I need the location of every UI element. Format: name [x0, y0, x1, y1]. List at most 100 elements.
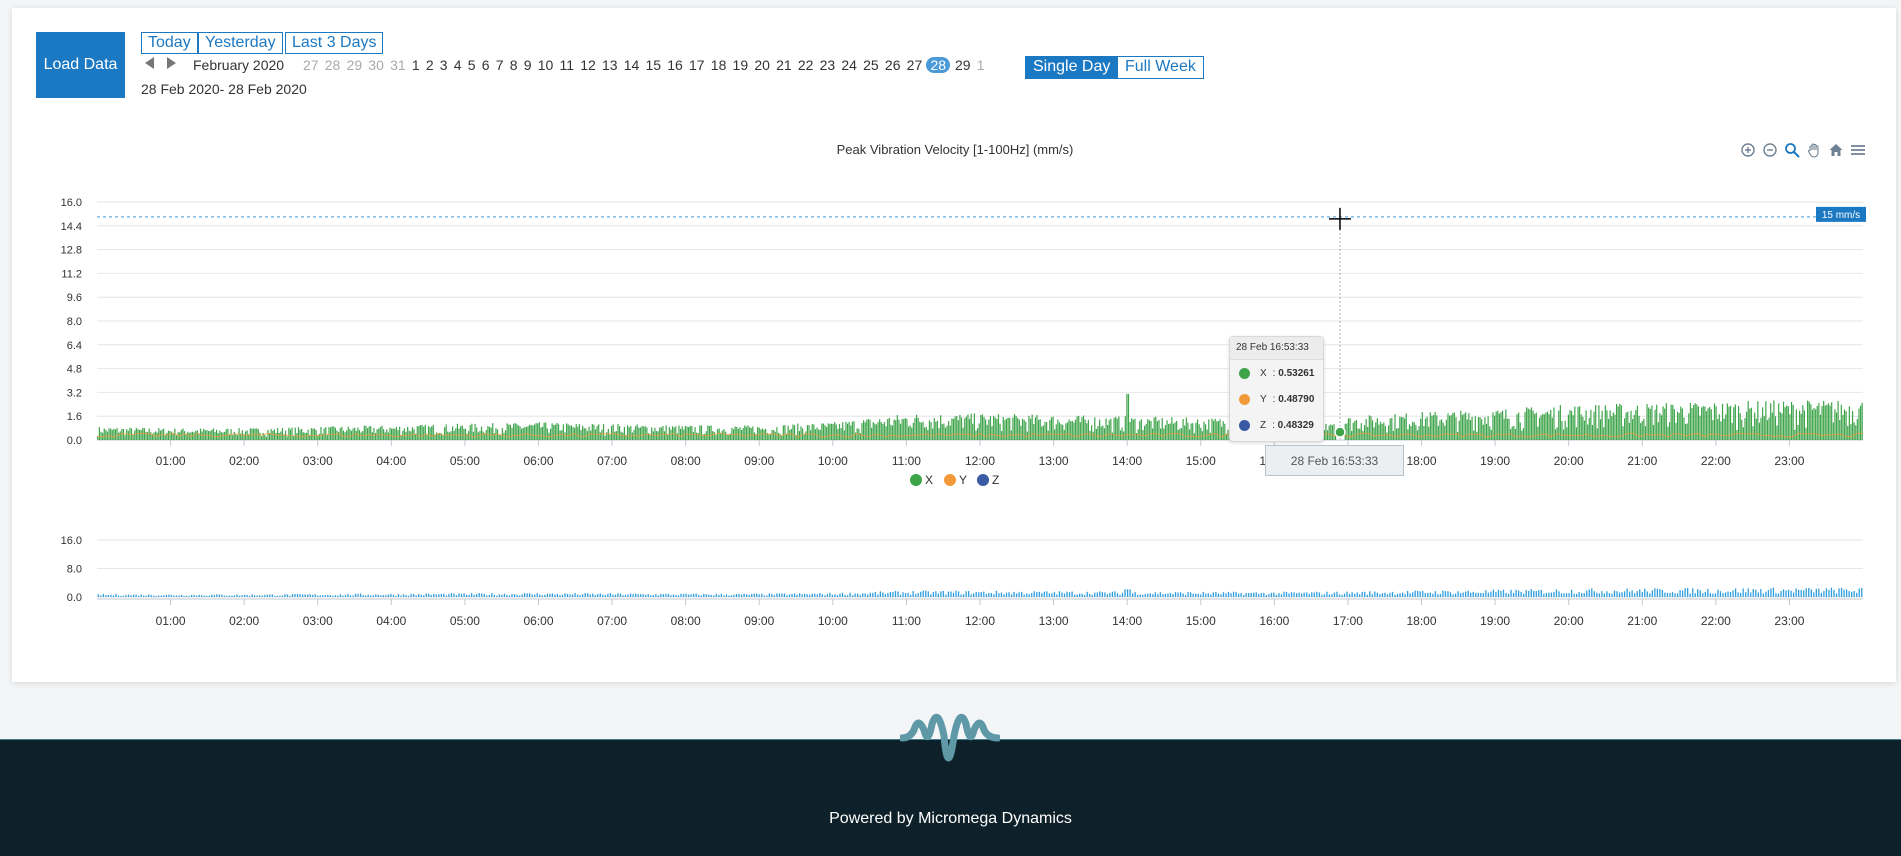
y-tick-label: 14.4: [61, 221, 82, 233]
nav-x-tick-label: 17:00: [1333, 614, 1363, 628]
home-icon[interactable]: [1828, 142, 1844, 158]
zoom-in-icon[interactable]: [1740, 142, 1756, 158]
day-25[interactable]: 25: [863, 57, 879, 73]
nav-x-tick-label: 03:00: [303, 614, 333, 628]
nav-x-tick-label: 19:00: [1480, 614, 1510, 628]
day-11[interactable]: 11: [559, 57, 574, 73]
yesterday-button[interactable]: Yesterday: [198, 32, 283, 54]
nav-x-tick-label: 16:00: [1259, 614, 1289, 628]
vibration-chart[interactable]: 16.0 14.4 12.8 11.2 9.6 8.0 6.4 4.8 3.2 1.6 0.0 01…: [0, 0, 1901, 640]
threshold-label: 15 mm/s: [1822, 210, 1860, 221]
day-8[interactable]: 8: [509, 57, 518, 73]
last-3-days-button[interactable]: Last 3 Days: [285, 32, 384, 54]
chart-legend[interactable]: X Y Z: [910, 473, 999, 487]
x-tick-label: 21:00: [1627, 454, 1657, 468]
series-y-dot-icon: [1239, 393, 1250, 405]
day-27[interactable]: 27: [906, 57, 923, 73]
threshold-line: 15 mm/s: [97, 206, 1866, 222]
day-17[interactable]: 17: [689, 57, 705, 73]
day-prev-31[interactable]: 31: [390, 57, 406, 73]
nav-x-tick-label: 15:00: [1186, 614, 1216, 628]
prev-month-icon[interactable]: [145, 57, 154, 69]
day-prev-29[interactable]: 29: [346, 57, 363, 73]
menu-icon[interactable]: [1850, 142, 1866, 158]
nav-x-tick-label: 02:00: [229, 614, 259, 628]
x-tick-label: 10:00: [818, 454, 848, 468]
load-data-button[interactable]: Load Data: [36, 32, 125, 98]
day-2[interactable]: 2: [425, 57, 434, 73]
x-tick-label: 09:00: [744, 454, 774, 468]
full-week-button[interactable]: Full Week: [1117, 56, 1204, 79]
legend-label-y[interactable]: Y: [959, 473, 967, 487]
tooltip-value-x: 0.53261: [1278, 367, 1315, 379]
tooltip-value-y: 0.48790: [1278, 393, 1315, 405]
day-18[interactable]: 18: [710, 57, 727, 73]
day-7[interactable]: 7: [495, 57, 504, 73]
nav-x-tick-label: 13:00: [1039, 614, 1069, 628]
day-prev-30[interactable]: 30: [368, 57, 384, 73]
x-tick-label: 14:00: [1112, 454, 1142, 468]
y-tick-label: 3.2: [67, 387, 82, 399]
legend-marker-x[interactable]: [910, 474, 922, 486]
x-tick-label: 01:00: [156, 454, 186, 468]
day-19[interactable]: 19: [732, 57, 749, 73]
pan-hand-icon[interactable]: [1806, 142, 1822, 158]
tooltip-title: 28 Feb 16:53:33: [1230, 337, 1323, 360]
x-tick-label: 05:00: [450, 454, 480, 468]
day-20[interactable]: 20: [754, 57, 770, 73]
today-button[interactable]: Today: [141, 32, 198, 54]
day-3[interactable]: 3: [439, 57, 448, 73]
tooltip-row-x: X: 0.53261: [1230, 360, 1323, 386]
x-tick-label: 11:00: [892, 454, 921, 468]
legend-marker-z[interactable]: [977, 474, 989, 486]
y-tick-label: 16.0: [61, 197, 82, 209]
day-6[interactable]: 6: [481, 57, 490, 73]
day-prev-27[interactable]: 27: [303, 57, 319, 73]
y-tick-label: 1.6: [67, 411, 82, 423]
navigator-series[interactable]: [97, 587, 1863, 597]
day-selected-28[interactable]: 28: [926, 57, 951, 73]
day-10[interactable]: 10: [537, 57, 554, 73]
nav-x-tick-label: 14:00: [1112, 614, 1142, 628]
day-13[interactable]: 13: [601, 57, 618, 73]
day-24[interactable]: 24: [841, 57, 857, 73]
tooltip-label-x: X: [1260, 367, 1267, 379]
y-tick-label: 0.0: [67, 435, 82, 447]
day-16[interactable]: 16: [667, 57, 683, 73]
main-gridlines: [97, 201, 1863, 441]
nav-x-tick-label: 10:00: [818, 614, 848, 628]
day-14[interactable]: 14: [623, 57, 640, 73]
y-series-path: [96, 432, 1863, 438]
day-next-1[interactable]: 1: [976, 57, 985, 73]
day-23[interactable]: 23: [819, 57, 836, 73]
day-prev-28[interactable]: 28: [324, 57, 341, 73]
series-y-line: [96, 432, 1863, 438]
nav-x-tick-label: 18:00: [1406, 614, 1436, 628]
x-tick-label: 19:00: [1480, 454, 1510, 468]
day-21[interactable]: 21: [776, 57, 792, 73]
legend-marker-y[interactable]: [944, 474, 956, 486]
x-tick-label: 12:00: [965, 454, 995, 468]
nav-x-tick-label: 12:00: [965, 614, 995, 628]
nav-x-tick-label: 05:00: [450, 614, 480, 628]
day-4[interactable]: 4: [453, 57, 462, 73]
next-month-icon[interactable]: [167, 57, 176, 69]
zoom-out-icon[interactable]: [1762, 142, 1778, 158]
day-9[interactable]: 9: [523, 57, 532, 73]
day-22[interactable]: 22: [797, 57, 814, 73]
day-29[interactable]: 29: [955, 57, 971, 73]
y-tick-label: 9.6: [67, 292, 82, 304]
footer-text: Powered by Micromega Dynamics: [829, 810, 1072, 827]
navigator-x-axis: 01:00 02:00 03:00 04:00 05:00 06:00 07:00 08:00…: [97, 598, 1863, 628]
y-tick-label: 6.4: [67, 340, 82, 352]
day-26[interactable]: 26: [884, 57, 901, 73]
legend-label-z[interactable]: Z: [992, 473, 999, 487]
day-15[interactable]: 15: [645, 57, 662, 73]
nav-x-tick-label: 21:00: [1627, 614, 1657, 628]
day-5[interactable]: 5: [467, 57, 476, 73]
selection-zoom-icon[interactable]: [1784, 142, 1800, 158]
day-12[interactable]: 12: [580, 57, 596, 73]
legend-label-x[interactable]: X: [925, 473, 933, 487]
day-1[interactable]: 1: [411, 57, 420, 73]
hover-point: [1334, 426, 1346, 438]
